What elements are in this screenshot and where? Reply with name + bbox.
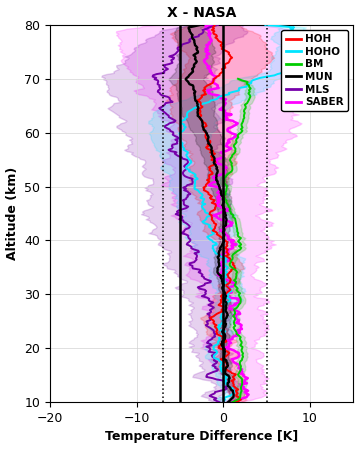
- Y-axis label: Altitude (km): Altitude (km): [5, 167, 19, 260]
- X-axis label: Temperature Difference [K]: Temperature Difference [K]: [105, 431, 298, 444]
- Legend: HOH, HOHO, BM, MUN, MLS, SABER: HOH, HOHO, BM, MUN, MLS, SABER: [281, 30, 348, 111]
- Title: X - NASA: X - NASA: [167, 5, 236, 20]
